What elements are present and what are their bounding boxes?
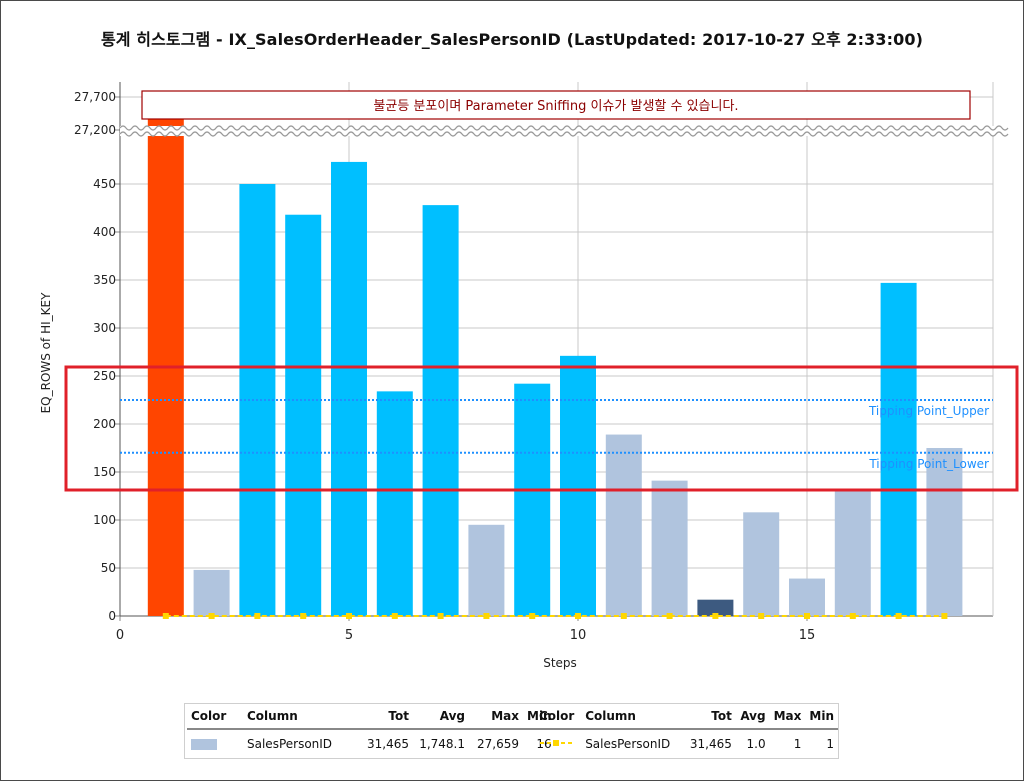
legend-header-color: Color	[187, 704, 243, 730]
histogram-bar	[193, 569, 230, 616]
legend-max-value: 27,659	[477, 737, 519, 751]
histogram-bar	[789, 578, 825, 616]
avg-series-marker	[300, 613, 307, 619]
legend-header-column: Column	[581, 704, 686, 730]
legend-header-avg: Avg	[413, 704, 469, 730]
avg-series-marker	[575, 613, 581, 619]
avg-series-marker	[254, 613, 261, 619]
x-axis-title: Steps	[543, 656, 577, 670]
x-tick-label: 15	[799, 628, 816, 643]
avg-series-marker	[346, 613, 352, 619]
histogram-bar	[422, 205, 459, 616]
legend-table-right: Color Column Tot Avg Max Min SalesPerson…	[535, 704, 838, 758]
legend-header-tot: Tot	[361, 704, 413, 730]
x-tick-label: 10	[570, 628, 587, 643]
legend-header-avg: Avg	[735, 704, 770, 730]
avg-series-marker	[208, 613, 215, 619]
tipping-point-label: Tipping Point_Upper	[868, 404, 989, 418]
histogram-bar	[560, 355, 596, 616]
y-tick-label: 200	[93, 417, 116, 431]
chart-title: 통계 히스토그램 - IX_SalesOrderHeader_SalesPers…	[100, 30, 924, 49]
legend-swatch-cell	[535, 729, 581, 758]
legend-min-value: 1	[826, 737, 834, 751]
avg-series-marker	[712, 613, 719, 619]
legend-line-swatch	[540, 740, 572, 746]
avg-series-marker	[895, 613, 902, 619]
legend-tot-value: 31,465	[367, 737, 409, 751]
avg-series-marker	[849, 613, 856, 619]
legend-header-color: Color	[535, 704, 582, 730]
y-tick-label: 450	[93, 177, 116, 191]
avg-series-marker	[666, 613, 673, 619]
annotation-box	[141, 90, 971, 120]
avg-series-marker	[162, 613, 169, 619]
y-tick-label: 400	[93, 225, 116, 239]
legend-header-tot: Tot	[685, 704, 736, 730]
legend-row: SalesPersonID 31,465 1.0 1 1	[535, 729, 838, 758]
avg-series-marker	[391, 613, 398, 619]
histogram-bar	[285, 214, 322, 616]
y-break-tick-label: 27,700	[74, 90, 116, 104]
histogram-bar	[926, 448, 963, 616]
avg-series-marker	[941, 613, 948, 619]
y-tick-label: 50	[101, 561, 116, 575]
legend-table-left: Color Column Tot Avg Max Min SalesPerson…	[187, 704, 556, 758]
legend-header-min: Min	[805, 704, 838, 730]
legend-column-value: SalesPersonID	[247, 737, 333, 751]
histogram-bar	[743, 512, 780, 616]
y-break-tick-label: 27,200	[74, 123, 116, 137]
x-tick-label: 0	[116, 628, 124, 643]
histogram-bar	[697, 599, 734, 616]
legend-swatch-cell	[187, 729, 243, 758]
legend-max-value: 1	[793, 737, 802, 751]
legend-header-column: Column	[243, 704, 361, 730]
histogram-bar	[880, 282, 917, 616]
legend-bar-swatch	[191, 739, 217, 750]
legend-header-max: Max	[469, 704, 523, 730]
avg-series-marker	[804, 613, 810, 619]
avg-series-marker	[758, 613, 765, 619]
x-tick-label: 5	[345, 628, 353, 643]
avg-series-marker	[529, 613, 536, 619]
legend-avg-value: 1,748.1	[419, 737, 465, 751]
y-tick-label: 100	[93, 513, 116, 527]
y-tick-label: 150	[93, 465, 116, 479]
legend-column-value: SalesPersonID	[585, 737, 671, 751]
axis-break-wave	[119, 125, 1009, 131]
histogram-bar	[834, 491, 871, 616]
histogram-bar	[514, 383, 551, 616]
legend-row: SalesPersonID 31,465 1,748.1 27,659 16	[187, 729, 556, 758]
histogram-bar	[468, 524, 505, 616]
avg-series-marker	[437, 613, 444, 619]
histogram-bar	[651, 480, 688, 616]
legend-avg-value: 1.0	[746, 737, 766, 751]
avg-series-marker	[483, 613, 490, 619]
y-axis-title: EQ_ROWS of HI_KEY	[39, 292, 53, 414]
y-tick-label: 350	[93, 273, 116, 287]
y-tick-label: 250	[93, 369, 116, 383]
legend-header-row: Color Column Tot Avg Max Min	[187, 704, 556, 730]
histogram-bar	[331, 161, 367, 617]
avg-series-marker	[620, 613, 627, 619]
histogram-bar	[376, 391, 413, 616]
legend-header-max: Max	[769, 704, 806, 730]
y-tick-label: 300	[93, 321, 116, 335]
legend-panel: Color Column Tot Avg Max Min SalesPerson…	[184, 703, 839, 759]
tipping-point-label: Tipping Point_Lower	[868, 457, 989, 471]
axis-break-wave	[119, 131, 1009, 137]
legend-tot-value: 31,465	[689, 737, 732, 751]
histogram-bar	[605, 434, 642, 616]
annotation-text: 불균등 분포이며 Parameter Sniffing 이슈가 발생할 수 있습…	[373, 99, 738, 114]
legend-header-row: Color Column Tot Avg Max Min	[535, 704, 838, 730]
axis-break-mask	[120, 126, 996, 136]
tipping-highlight-box	[64, 365, 1019, 492]
y-tick-label: 0	[108, 609, 116, 623]
